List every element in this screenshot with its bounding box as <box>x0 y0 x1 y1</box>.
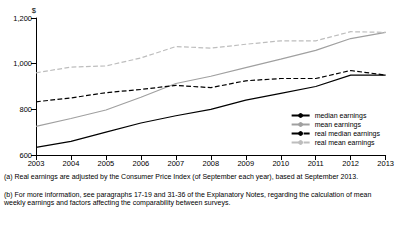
svg-text:2009: 2009 <box>237 159 254 168</box>
svg-text:2003: 2003 <box>28 159 45 168</box>
svg-text:2008: 2008 <box>202 159 219 168</box>
svg-text:2007: 2007 <box>168 159 185 168</box>
svg-text:2011: 2011 <box>308 159 324 168</box>
svg-text:2013: 2013 <box>377 159 394 168</box>
svg-text:2010: 2010 <box>272 159 289 168</box>
svg-text:2004: 2004 <box>63 159 80 168</box>
svg-text:mean earnings: mean earnings <box>315 121 362 129</box>
svg-text:2012: 2012 <box>342 159 359 168</box>
svg-text:800: 800 <box>19 105 32 114</box>
svg-text:real mean earnings: real mean earnings <box>315 139 375 147</box>
svg-text:weekly earnings and factors af: weekly earnings and factors affecting th… <box>3 199 230 207</box>
svg-text:$: $ <box>32 6 37 15</box>
svg-text:median earnings: median earnings <box>315 112 367 120</box>
svg-text:2006: 2006 <box>133 159 150 168</box>
svg-text:1,000: 1,000 <box>13 59 32 68</box>
svg-text:(b) For more information, see: (b) For more information, see paragraphs… <box>4 191 373 199</box>
svg-text:600: 600 <box>19 150 32 160</box>
svg-text:(a) Real earnings are adjusted: (a) Real earnings are adjusted by the Co… <box>4 173 358 181</box>
svg-text:2005: 2005 <box>98 159 115 168</box>
svg-text:1,200: 1,200 <box>13 14 32 23</box>
svg-text:real median earnings: real median earnings <box>315 130 381 138</box>
